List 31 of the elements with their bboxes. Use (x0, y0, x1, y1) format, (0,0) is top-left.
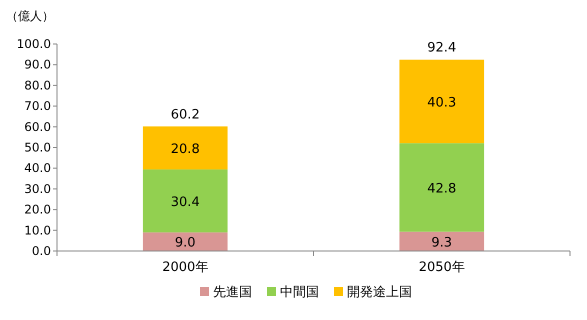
bar (399, 60, 484, 144)
y-tick-label: 100.0 (16, 37, 51, 51)
data-label: 30.4 (170, 194, 200, 210)
bar (142, 126, 228, 170)
data-label: 9.3 (431, 235, 452, 250)
y-tick-label: 80.0 (24, 78, 51, 92)
data-label: 42.8 (427, 181, 456, 196)
data-label: 20.8 (170, 142, 200, 157)
x-tick-label: 2000年 (162, 260, 208, 275)
y-tick-label: 10.0 (24, 223, 51, 238)
data-label: 9.0 (174, 236, 196, 251)
y-tick-label: 30.0 (24, 182, 51, 196)
bar (142, 232, 228, 251)
total-label: 92.4 (427, 40, 456, 56)
y-tick-label: 90.0 (24, 58, 51, 72)
x-tick-label: 2050年 (418, 260, 465, 275)
bar (399, 143, 484, 232)
legend-label: 中間国 (280, 285, 319, 300)
y-axis-title: （億人） (6, 9, 54, 23)
bar (142, 169, 228, 232)
y-tick-label: 20.0 (24, 202, 51, 217)
y-tick-label: 40.0 (24, 161, 51, 176)
y-tick-label: 0.0 (32, 244, 51, 258)
y-tick-label: 60.0 (24, 120, 51, 134)
legend-label: 開発途上国 (347, 285, 412, 300)
total-label: 60.2 (170, 107, 200, 122)
bar (399, 232, 484, 251)
y-tick-label: 70.0 (24, 99, 51, 114)
data-label: 40.3 (427, 95, 456, 110)
legend-label: 先進国 (213, 285, 252, 300)
y-tick-label: 50.0 (24, 140, 51, 154)
